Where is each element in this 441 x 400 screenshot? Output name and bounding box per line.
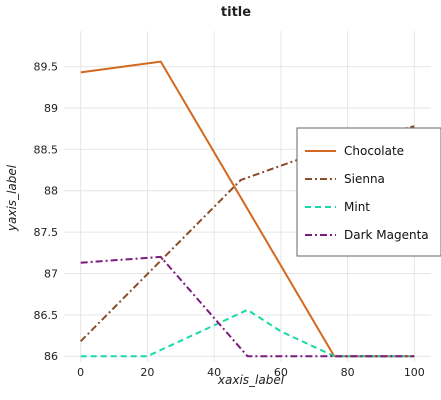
legend-label: Dark Magenta xyxy=(344,228,429,242)
x-tick-label: 80 xyxy=(341,366,355,379)
x-tick-labels: 0 20 40 60 80 100 xyxy=(77,366,425,379)
legend-label: Chocolate xyxy=(344,144,404,158)
x-tick-label: 20 xyxy=(140,366,154,379)
y-tick-label: 88 xyxy=(44,185,58,198)
y-tick-label: 87.5 xyxy=(34,226,59,239)
y-axis-title: yaxis_label xyxy=(5,164,19,232)
y-tick-label: 87 xyxy=(44,267,58,280)
legend: Chocolate Sienna Mint Dark Magenta xyxy=(296,127,441,257)
y-tick-label: 86.5 xyxy=(34,309,59,322)
series-line-mint xyxy=(80,308,415,358)
x-tick-label: 40 xyxy=(207,366,221,379)
legend-label: Sienna xyxy=(344,172,385,186)
y-tick-label: 88.5 xyxy=(34,143,59,156)
legend-label: Mint xyxy=(344,200,370,214)
x-tick-label: 60 xyxy=(274,366,288,379)
series-line-dark-magenta xyxy=(80,255,415,358)
y-tick-label: 89 xyxy=(44,102,58,115)
y-tick-labels: 86 86.5 87 87.5 88 88.5 89 89.5 xyxy=(34,61,59,364)
series-layer xyxy=(79,60,415,358)
x-axis-title: xaxis_label xyxy=(217,373,285,387)
y-tick-label: 86 xyxy=(44,350,58,363)
series-line-sienna xyxy=(79,125,415,343)
chart-title: title xyxy=(221,5,251,20)
y-tick-label: 89.5 xyxy=(34,61,59,74)
x-tick-label: 100 xyxy=(404,366,425,379)
x-tick-label: 0 xyxy=(77,366,84,379)
